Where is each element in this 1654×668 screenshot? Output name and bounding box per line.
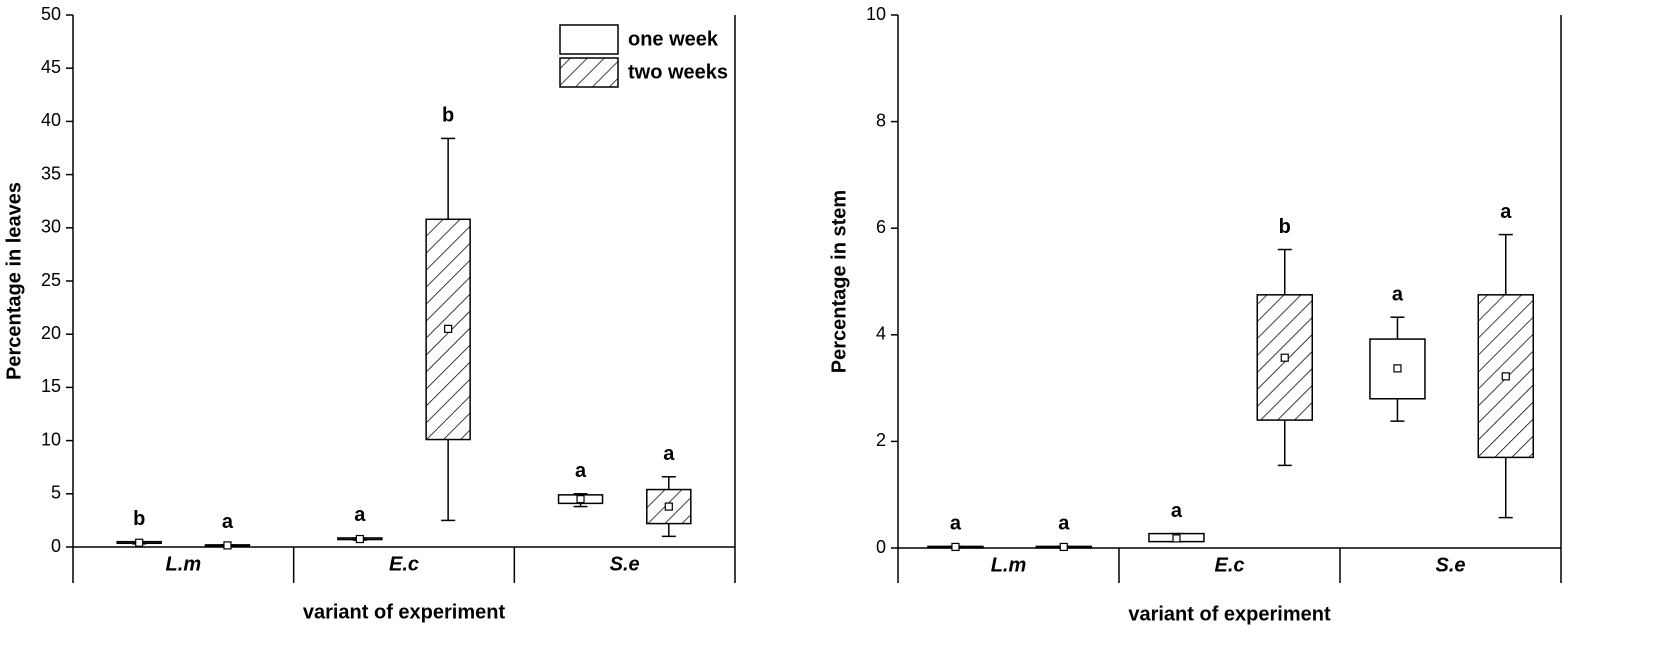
- x-tick-label: L.m: [991, 554, 1027, 576]
- y-axis-label: Percentage in leaves: [3, 182, 25, 380]
- significance-letter: a: [663, 443, 675, 465]
- x-tick-label: L.m: [166, 553, 202, 575]
- y-tick-label: 10: [41, 429, 61, 449]
- mean-marker: [1393, 364, 1402, 373]
- y-tick-label: 5: [51, 483, 61, 503]
- y-tick-label: 0: [876, 537, 886, 557]
- x-tick-label: S.e: [610, 553, 640, 575]
- significance-letter: a: [1500, 201, 1512, 223]
- y-tick-label: 50: [41, 4, 61, 24]
- legend-swatch: [559, 24, 619, 55]
- significance-letter: a: [354, 504, 366, 526]
- significance-letter: a: [1171, 500, 1183, 522]
- legend-label: two weeks: [628, 61, 728, 83]
- significance-letter: b: [1279, 216, 1291, 238]
- mean-marker: [444, 324, 453, 333]
- legend-swatch: [559, 57, 619, 88]
- y-tick-label: 8: [876, 110, 886, 130]
- y-tick-label: 10: [866, 4, 886, 24]
- mean-marker: [1059, 542, 1068, 552]
- mean-marker: [355, 534, 364, 544]
- y-tick-label: 45: [41, 57, 61, 77]
- x-tick-label: S.e: [1435, 554, 1465, 576]
- y-tick-label: 0: [51, 536, 61, 556]
- significance-letter: a: [575, 460, 587, 482]
- significance-letter: a: [1058, 513, 1070, 535]
- mean-marker: [664, 502, 673, 511]
- mean-marker: [576, 495, 585, 504]
- mean-marker: [1501, 372, 1510, 381]
- mean-marker: [1280, 353, 1289, 362]
- significance-letter: a: [222, 511, 234, 533]
- y-tick-label: 30: [41, 217, 61, 237]
- legend-label: one week: [628, 28, 719, 50]
- significance-letter: a: [1392, 283, 1404, 305]
- y-tick-label: 6: [876, 217, 886, 237]
- mean-marker: [223, 541, 232, 550]
- y-tick-label: 20: [41, 323, 61, 343]
- x-axis-label: variant of experiment: [1128, 603, 1331, 625]
- mean-marker: [951, 542, 960, 552]
- y-tick-label: 15: [41, 376, 61, 396]
- mean-marker: [135, 538, 144, 547]
- y-tick-label: 4: [876, 324, 886, 344]
- y-tick-label: 2: [876, 430, 886, 450]
- x-tick-label: E.c: [1214, 554, 1244, 576]
- significance-letter: b: [133, 508, 145, 530]
- x-axis-label: variant of experiment: [303, 601, 506, 623]
- y-tick-label: 25: [41, 270, 61, 290]
- significance-letter: a: [950, 513, 962, 535]
- significance-letter: b: [442, 105, 454, 127]
- y-axis-label: Percentage in stem: [828, 190, 850, 373]
- y-tick-label: 35: [41, 163, 61, 183]
- mean-marker: [1172, 534, 1181, 543]
- x-tick-label: E.c: [389, 553, 419, 575]
- y-tick-label: 40: [41, 110, 61, 130]
